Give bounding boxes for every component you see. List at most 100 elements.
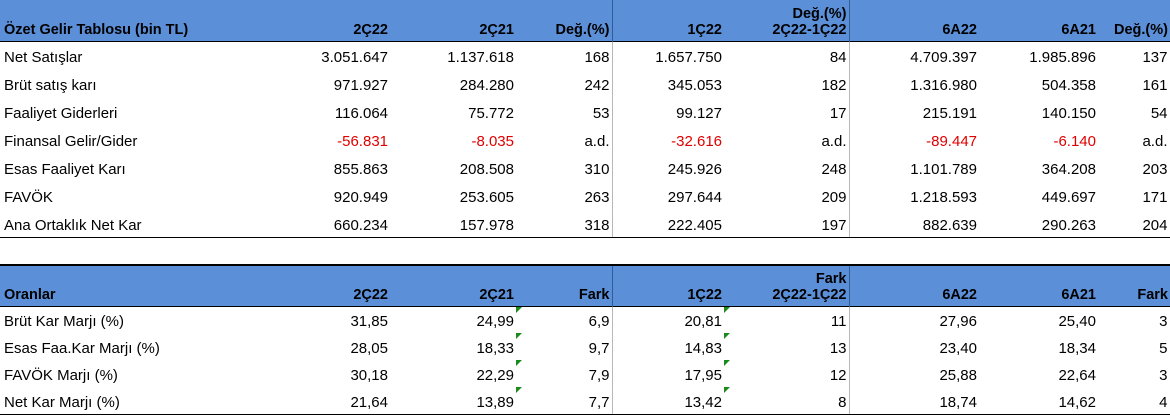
table-cell: 54 [1098, 97, 1170, 125]
table-cell: 20,81 [611, 306, 724, 333]
cell-value: 3 [1159, 367, 1168, 384]
comment-indicator-icon [516, 360, 522, 366]
cell-value: a.d. [584, 133, 610, 150]
cell-value: 6,9 [588, 313, 610, 330]
table-cell: 215.191 [848, 97, 979, 125]
cell-value: -8.035 [471, 133, 514, 150]
cell-value: 204 [1142, 216, 1168, 234]
table-row: FAVÖK 920.949 253.605 263 297.644 209 1.218.59… [0, 181, 1170, 209]
col-header-diff-qoq: Fark 2Ç22-1Ç22 [724, 265, 849, 306]
cell-value: 242 [584, 77, 610, 94]
table-row: Esas Faa.Kar Marjı (%) 28,05 18,33 9,7 14,83… [0, 333, 1170, 360]
cell-value: 24,99 [476, 313, 514, 330]
cell-value: 25,40 [1058, 313, 1096, 330]
table-cell: 137 [1098, 41, 1170, 69]
table-cell: 18,33 [390, 333, 516, 360]
table-cell: 242 [516, 69, 612, 97]
cell-value: 9,7 [588, 340, 610, 357]
cell-value: 215.191 [922, 105, 977, 122]
table-cell: 310 [516, 153, 612, 181]
cell-value: 161 [1142, 77, 1168, 94]
cell-value: 290.263 [1041, 216, 1096, 234]
cell-value: -56.831 [337, 133, 388, 150]
cell-value: 1.218.593 [910, 189, 977, 206]
table-cell: 1.101.789 [848, 153, 979, 181]
cell-value: 31,85 [350, 313, 388, 330]
comment-indicator-icon [724, 387, 730, 393]
table-cell: -89.447 [848, 125, 979, 153]
table-cell: 248 [724, 153, 849, 181]
table-cell: 209 [724, 181, 849, 209]
col-header-6a22: 6A22 [848, 0, 979, 41]
col-header-2c22: 2Ç22 [353, 286, 388, 303]
table-cell: 12 [724, 360, 849, 387]
cell-value: 504.358 [1041, 77, 1096, 94]
table-cell: 18,74 [848, 387, 979, 415]
col-header-1c22: 1Ç22 [611, 265, 724, 306]
table-row: Net Kar Marjı (%) 21,64 13,89 7,7 13,42 8 18,7… [0, 387, 1170, 415]
table-cell: 157.978 [390, 209, 516, 238]
income-summary-table: Özet Gelir Tablosu (bin TL) 2Ç22 2Ç21 De… [0, 0, 1170, 238]
table-cell: 53 [516, 97, 612, 125]
table-cell: 161 [1098, 69, 1170, 97]
cell-value: 3 [1159, 313, 1168, 330]
cell-value: 209 [821, 189, 847, 206]
table-cell: 284.280 [390, 69, 516, 97]
cell-value: 28,05 [350, 340, 388, 357]
table-cell: 318 [516, 209, 612, 238]
cell-value: a.d. [821, 133, 847, 150]
table-cell: 290.263 [979, 209, 1098, 238]
col-header-diff-qoq-top: Fark [815, 270, 847, 287]
cell-value: 54 [1150, 105, 1168, 122]
cell-value: 245.926 [667, 161, 722, 178]
table-cell: 171 [1098, 181, 1170, 209]
table-cell: 1.137.618 [390, 41, 516, 69]
cell-value: 75.772 [468, 105, 514, 122]
row-label: Net Kar Marjı (%) [0, 387, 240, 415]
table-cell: 22,64 [979, 360, 1098, 387]
cell-value: 27,96 [939, 313, 977, 330]
cell-value: 971.927 [333, 77, 388, 94]
table-cell: 84 [724, 41, 849, 69]
table-row: Esas Faaliyet Karı 855.863 208.508 310 245.9… [0, 153, 1170, 181]
cell-value: 168 [584, 49, 610, 66]
cell-value: 660.234 [333, 216, 388, 234]
cell-value: 22,29 [476, 367, 514, 384]
cell-value: 13 [829, 340, 847, 357]
col-header-diff-qoq-bottom: 2Ç22-1Ç22 [772, 286, 847, 303]
table-cell: 1.218.593 [848, 181, 979, 209]
table-cell: 204 [1098, 209, 1170, 238]
cell-value: 248 [821, 161, 847, 178]
table-cell: 504.358 [979, 69, 1098, 97]
table-cell: -32.616 [611, 125, 724, 153]
cell-value: 882.639 [922, 216, 977, 234]
ratios-table: Oranlar 2Ç22 2Ç21 Fark 1Ç22 Fark 2Ç22-1Ç… [0, 264, 1170, 415]
cell-value: 310 [584, 161, 610, 178]
table-cell: 17,95 [611, 360, 724, 387]
cell-value: -32.616 [671, 133, 722, 150]
cell-value: 1.985.896 [1029, 49, 1096, 66]
table-cell: 971.927 [240, 69, 390, 97]
ratios-header-row: Oranlar 2Ç22 2Ç21 Fark 1Ç22 Fark 2Ç22-1Ç… [0, 265, 1170, 306]
cell-value: 53 [592, 105, 610, 122]
row-label: Esas Faa.Kar Marjı (%) [4, 340, 160, 357]
cell-value: 1.137.618 [447, 49, 514, 66]
table-cell: 75.772 [390, 97, 516, 125]
cell-value: 22,64 [1058, 367, 1096, 384]
row-label: Brüt Kar Marjı (%) [4, 313, 125, 330]
table-cell: -56.831 [240, 125, 390, 153]
row-label: Ana Ortaklık Net Kar [0, 209, 240, 238]
table-cell: 13,42 [611, 387, 724, 415]
cell-value: 12 [829, 367, 847, 384]
table-row: Brüt satış karı 971.927 284.280 242 345.053 1… [0, 69, 1170, 97]
table-cell: 1.985.896 [979, 41, 1098, 69]
cell-value: 263 [584, 189, 610, 206]
cell-value: 14,62 [1058, 393, 1096, 411]
table-cell: 21,64 [240, 387, 390, 415]
table-cell: 99.127 [611, 97, 724, 125]
cell-value: 1.101.789 [910, 161, 977, 178]
table-cell: 449.697 [979, 181, 1098, 209]
table-cell: 17 [724, 97, 849, 125]
col-header-6a21: 6A21 [1061, 21, 1096, 38]
table-cell: 8 [724, 387, 849, 415]
